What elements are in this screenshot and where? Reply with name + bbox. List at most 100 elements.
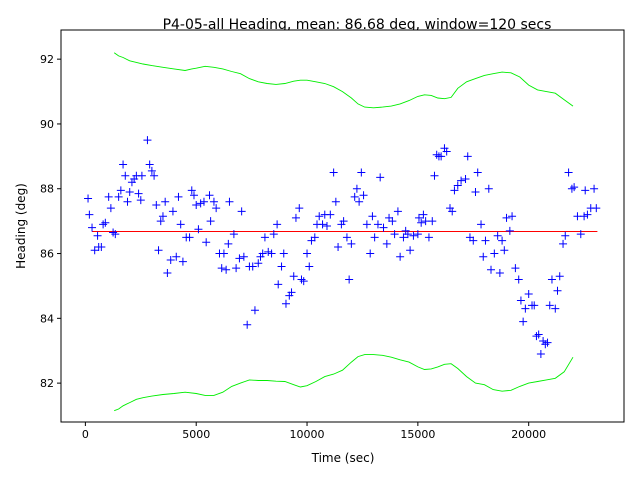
data-point — [334, 243, 343, 252]
data-point — [559, 239, 568, 248]
y-axis-label: Heading (deg) — [14, 183, 28, 269]
x-tick-label: 0 — [82, 428, 89, 441]
data-point — [174, 192, 183, 201]
data-point — [414, 213, 423, 222]
data-point — [176, 220, 185, 229]
data-point — [232, 264, 241, 273]
plot-area — [61, 30, 624, 422]
data-point — [553, 286, 562, 295]
data-point — [250, 306, 259, 315]
data-point — [192, 200, 201, 209]
data-point — [243, 320, 252, 329]
data-point — [260, 233, 269, 242]
data-point — [347, 239, 356, 248]
upper-bound-line — [113, 52, 574, 109]
data-point — [202, 238, 211, 247]
data-point — [267, 249, 276, 258]
data-point — [178, 257, 187, 266]
data-point — [551, 304, 560, 313]
data-point — [428, 217, 437, 226]
data-point — [279, 249, 288, 258]
data-point — [357, 168, 366, 177]
data-point — [143, 136, 152, 145]
data-point — [150, 171, 159, 180]
data-point — [258, 249, 267, 258]
y-tick-label: 82 — [40, 377, 54, 390]
chart-title: P4-05-all Heading, mean: 86.68 deg, wind… — [163, 17, 552, 33]
data-point — [114, 192, 123, 201]
data-point — [106, 204, 115, 213]
data-point — [254, 259, 263, 268]
data-point — [583, 210, 592, 219]
data-point — [352, 184, 361, 193]
data-point — [355, 197, 364, 206]
data-point — [450, 186, 459, 195]
data-point — [307, 236, 316, 245]
data-point — [123, 197, 132, 206]
data-point — [206, 217, 215, 226]
data-point — [172, 252, 181, 261]
data-point — [417, 218, 426, 227]
data-point — [382, 239, 391, 248]
data-point — [368, 212, 377, 221]
data-point — [393, 207, 402, 216]
data-point — [508, 212, 517, 221]
data-point — [430, 171, 439, 180]
data-point — [194, 225, 203, 234]
data-point — [373, 220, 382, 229]
data-point — [104, 192, 113, 201]
data-point — [403, 230, 412, 239]
data-point — [196, 199, 205, 208]
data-point — [514, 275, 523, 284]
data-point — [152, 200, 161, 209]
data-point — [137, 171, 146, 180]
data-point — [85, 210, 94, 219]
data-point — [359, 191, 368, 200]
y-tick-label: 84 — [40, 312, 54, 325]
data-point — [287, 288, 296, 297]
data-point — [463, 152, 472, 161]
x-tick-label: 10000 — [290, 428, 325, 441]
data-point — [511, 264, 520, 273]
data-point — [442, 147, 451, 156]
data-point — [161, 197, 170, 206]
data-point — [205, 191, 214, 200]
data-point — [342, 233, 351, 242]
x-tick-label: 20000 — [511, 428, 546, 441]
data-point — [158, 212, 167, 221]
data-point — [217, 264, 226, 273]
data-point — [521, 304, 530, 313]
data-point — [524, 290, 533, 299]
data-point — [147, 166, 156, 175]
data-point — [465, 233, 474, 242]
data-point — [580, 212, 589, 221]
data-point — [457, 176, 466, 185]
data-point — [473, 168, 482, 177]
data-point — [116, 186, 125, 195]
data-point — [502, 213, 511, 222]
data-point — [189, 191, 198, 200]
data-point — [376, 173, 385, 182]
data-point — [84, 194, 93, 203]
data-point — [419, 210, 428, 219]
data-point — [498, 236, 507, 245]
data-point — [281, 299, 290, 308]
x-tick-label: 5000 — [182, 428, 210, 441]
data-point — [305, 262, 314, 271]
data-point — [315, 212, 324, 221]
data-point — [225, 197, 234, 206]
data-point — [199, 197, 208, 206]
data-point — [185, 233, 194, 242]
data-point — [519, 317, 528, 326]
data-point — [111, 230, 120, 239]
y-tick-label: 88 — [40, 183, 54, 196]
points-layer — [84, 136, 601, 358]
data-point — [248, 262, 257, 271]
data-point — [125, 187, 134, 196]
data-point — [235, 254, 244, 263]
data-point — [479, 252, 488, 261]
data-point — [90, 246, 99, 255]
x-axis-label: Time (sec) — [311, 451, 375, 465]
data-point — [121, 171, 130, 180]
